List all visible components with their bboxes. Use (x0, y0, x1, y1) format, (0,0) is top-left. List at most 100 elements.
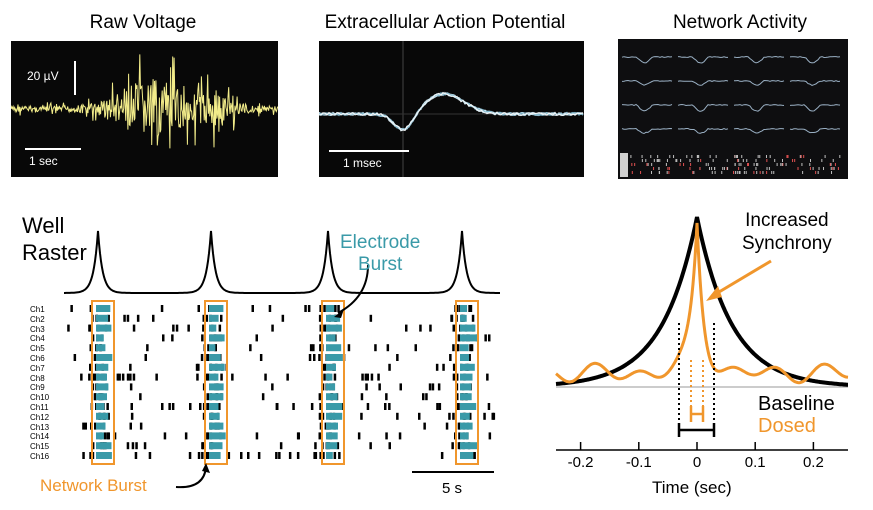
synchrony-annotation: Increased Synchrony (742, 209, 832, 255)
spike-tick (324, 422, 328, 430)
spike-tick (275, 452, 278, 459)
spike-tick (271, 324, 274, 332)
spike-tick (457, 442, 461, 450)
spike-tick (398, 432, 402, 440)
spike-tick (161, 403, 164, 410)
synchrony-annotation-line1: Increased (745, 210, 829, 231)
x-tick-label: 0 (692, 454, 702, 471)
electrode-burst-bar (326, 344, 342, 352)
spike-tick (189, 403, 192, 410)
spike-tick (202, 324, 205, 332)
spike-tick (483, 412, 486, 420)
spike-tick (435, 363, 439, 371)
spike-tick (82, 422, 85, 430)
electrode-burst-bar (326, 305, 335, 312)
spike-tick (175, 324, 179, 332)
spike-tick (94, 422, 97, 430)
electrode-burst-bar (460, 383, 472, 391)
spike-tick (324, 363, 327, 371)
spike-tick (231, 373, 234, 381)
spike-tick (365, 383, 368, 391)
spike-tick (338, 452, 341, 459)
spike-tick (126, 314, 130, 322)
spike-tick (337, 305, 340, 312)
electrode-burst-bar (209, 383, 224, 391)
electrode-burst-bar (96, 363, 109, 371)
network-activity-panel (618, 39, 848, 179)
spike-tick (418, 412, 421, 420)
spike-tick (80, 373, 83, 381)
electrode-burst-bar (209, 314, 219, 322)
spike-tick (199, 403, 202, 410)
eap-panel: 1 msec (319, 41, 584, 177)
spike-tick (206, 452, 210, 459)
channel-label: Ch1 (30, 305, 45, 314)
electrode-burst-bar (209, 373, 219, 381)
electrode-burst-bar (209, 354, 221, 361)
electrode-burst-bar (209, 422, 224, 430)
spike-tick (278, 452, 281, 459)
electrode-burst-bar (460, 442, 478, 450)
spike-tick (414, 344, 417, 352)
electrode-burst-bar (96, 452, 112, 459)
spike-tick (319, 324, 322, 332)
electrode-burst-bar (326, 403, 343, 410)
spike-tick (314, 442, 317, 450)
network-burst-box (455, 300, 479, 465)
spike-tick (184, 432, 188, 440)
spike-tick (131, 442, 135, 450)
electrode-burst-bar (460, 363, 475, 371)
spike-tick (451, 442, 454, 450)
spike-tick (129, 363, 132, 371)
network-burst-label: Network Burst (40, 476, 147, 495)
electrode-burst-bar (460, 344, 469, 352)
electrode-burst-bar (460, 432, 469, 440)
spike-tick (486, 373, 489, 381)
spike-tick (484, 334, 487, 342)
spike-tick (360, 393, 364, 401)
spike-tick (214, 344, 217, 352)
electrode-burst-bar (209, 393, 224, 401)
spike-tick (385, 393, 388, 401)
electrode-burst-bar (326, 442, 338, 450)
spike-tick (456, 305, 459, 312)
spike-tick (445, 422, 449, 430)
spike-tick (369, 314, 373, 322)
spike-tick (264, 373, 267, 381)
spike-tick (206, 354, 209, 361)
spike-tick (360, 412, 363, 420)
spike-tick (84, 422, 87, 430)
spike-tick (488, 334, 491, 342)
spike-tick (89, 363, 92, 371)
spike-tick (163, 432, 167, 440)
spike-tick (82, 452, 85, 459)
well-raster-plot (64, 230, 500, 489)
spike-tick (89, 305, 93, 312)
network-burst-box (91, 300, 115, 465)
channel-label: Ch5 (30, 344, 45, 354)
spike-tick (319, 334, 322, 342)
electrode-burst-bar (96, 412, 109, 420)
electrode-burst-bar (209, 305, 224, 312)
electrode-burst-bar (96, 422, 106, 430)
electrode-burst-bar (460, 393, 472, 401)
legend-dosed: Dosed (758, 415, 816, 437)
spike-tick (318, 432, 321, 440)
spike-tick (121, 373, 125, 381)
spike-tick (107, 432, 110, 440)
network-burst-box (204, 300, 228, 465)
spike-tick (364, 373, 368, 381)
spike-tick (455, 373, 459, 381)
spike-tick (388, 442, 391, 450)
spike-tick (107, 314, 110, 322)
spike-tick (458, 432, 461, 440)
spike-tick (452, 363, 456, 371)
spike-tick (297, 432, 300, 440)
spike-tick (144, 354, 147, 361)
spike-tick (103, 432, 107, 440)
spike-tick (334, 305, 337, 312)
spike-tick (279, 442, 283, 450)
spike-tick (321, 383, 325, 391)
electrode-burst-bar (460, 314, 467, 322)
raw-voltage-scale-label: 20 µV (27, 69, 59, 83)
